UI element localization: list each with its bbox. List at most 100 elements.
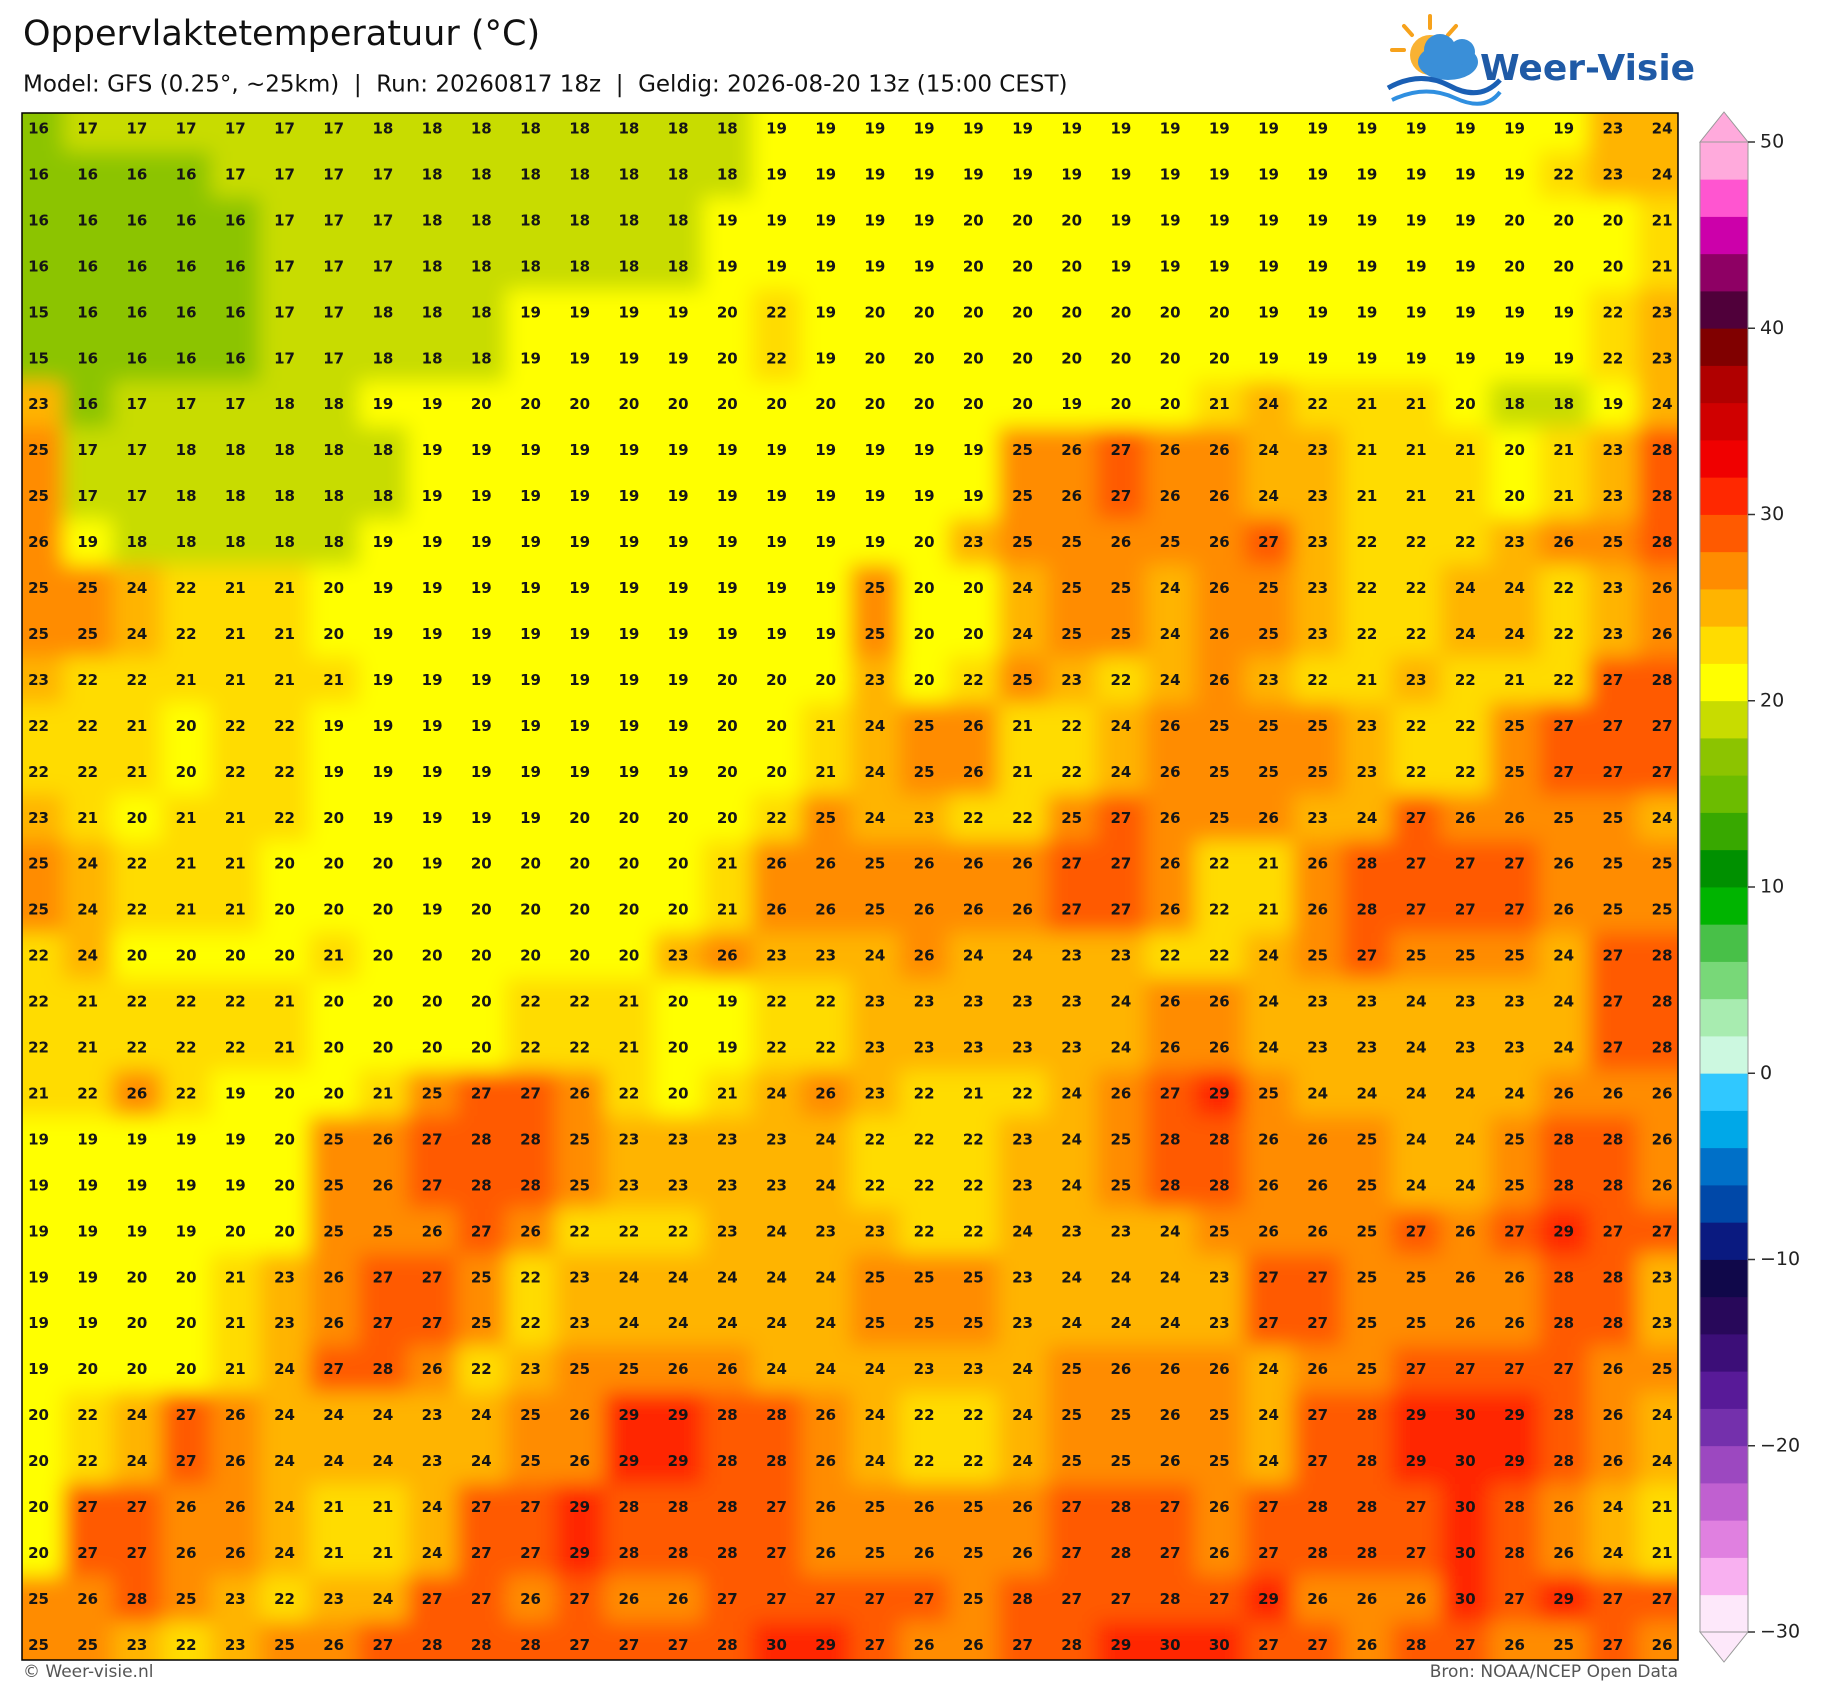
temperature-cell <box>850 794 900 842</box>
temperature-cell <box>309 1300 359 1347</box>
temperature-label: 16 <box>77 349 98 367</box>
temperature-cell <box>604 932 654 980</box>
temperature-cell <box>1588 1254 1638 1301</box>
temperature-label: 27 <box>1504 1360 1525 1378</box>
temperature-label: 26 <box>815 901 836 919</box>
temperature-label: 23 <box>569 1314 590 1332</box>
temperature-label: 20 <box>28 1406 49 1424</box>
temperature-label: 19 <box>668 763 689 781</box>
temperature-cell <box>1637 1024 1678 1071</box>
temperature-cell <box>63 1300 113 1347</box>
temperature-label: 19 <box>569 763 590 781</box>
temperature-cell <box>112 702 162 750</box>
temperature-label: 19 <box>323 763 344 781</box>
temperature-cell <box>1096 1070 1146 1117</box>
temperature-cell <box>505 197 556 244</box>
temperature-label: 28 <box>1110 1498 1131 1516</box>
temperature-cell <box>850 1392 900 1439</box>
temperature-cell <box>1293 1070 1343 1117</box>
temperature-cell <box>1489 1300 1540 1347</box>
temperature-label: 19 <box>1406 211 1427 229</box>
temperature-label: 28 <box>1553 1130 1574 1148</box>
temperature-cell <box>1588 1070 1638 1117</box>
temperature-label: 27 <box>1455 1360 1476 1378</box>
temperature-cell <box>1243 1254 1294 1301</box>
temperature-cell <box>1145 1208 1196 1255</box>
temperature-cell <box>604 886 654 934</box>
temperature-label: 19 <box>520 625 541 643</box>
temperature-cell <box>604 702 654 750</box>
temperature-cell <box>407 1392 458 1439</box>
footer-right: Bron: NOAA/NCEP Open Data <box>1430 1662 1678 1681</box>
temperature-label: 26 <box>1258 809 1279 827</box>
temperature-cell <box>259 1208 310 1255</box>
temperature-label: 19 <box>766 533 787 551</box>
temperature-cell <box>456 656 507 704</box>
temperature-cell <box>997 1300 1048 1347</box>
temperature-cell <box>997 427 1048 474</box>
temperature-cell <box>1588 656 1638 704</box>
temperature-cell <box>702 1116 753 1163</box>
temperature-label: 19 <box>914 165 935 183</box>
temperature-label: 26 <box>914 1498 935 1516</box>
temperature-label: 24 <box>963 947 984 965</box>
temperature-label: 30 <box>1455 1590 1476 1608</box>
temperature-label: 19 <box>1356 303 1377 321</box>
temperature-cell <box>63 113 113 152</box>
temperature-label: 27 <box>1455 1636 1476 1654</box>
temperature-label: 25 <box>1209 1222 1230 1240</box>
temperature-cell <box>555 702 605 750</box>
temperature-cell <box>112 1070 162 1117</box>
temperature-label: 23 <box>274 1268 295 1286</box>
temperature-cell <box>1145 610 1196 658</box>
temperature-cell <box>161 565 212 612</box>
temperature-label: 26 <box>1504 1314 1525 1332</box>
temperature-cell <box>604 1300 654 1347</box>
temperature-label: 20 <box>274 1176 295 1194</box>
temperature-label: 23 <box>1061 993 1082 1011</box>
temperature-label: 20 <box>864 349 885 367</box>
temperature-cell <box>112 519 162 566</box>
temperature-cell <box>801 702 851 750</box>
temperature-label: 19 <box>618 533 639 551</box>
temperature-cell <box>604 1208 654 1255</box>
temperature-label: 19 <box>77 1176 98 1194</box>
temperature-label: 16 <box>176 165 197 183</box>
temperature-cell <box>259 473 310 520</box>
temperature-label: 20 <box>668 855 689 873</box>
temperature-cell <box>161 1162 212 1209</box>
temperature-cell <box>604 610 654 658</box>
temperature-cell <box>997 1254 1048 1301</box>
temperature-label: 19 <box>668 671 689 689</box>
temperature-cell <box>505 978 556 1026</box>
temperature-label: 27 <box>815 1590 836 1608</box>
temperature-label: 28 <box>618 1544 639 1562</box>
temperature-cell <box>1489 1254 1540 1301</box>
temperature-label: 20 <box>1602 211 1623 229</box>
temperature-cell <box>850 610 900 658</box>
temperature-label: 19 <box>1356 211 1377 229</box>
temperature-cell <box>653 1254 704 1301</box>
temperature-label: 26 <box>1553 1084 1574 1102</box>
temperature-cell <box>751 978 802 1026</box>
temperature-label: 21 <box>176 901 197 919</box>
temperature-label: 19 <box>569 625 590 643</box>
temperature-label: 19 <box>618 441 639 459</box>
temperature-label: 25 <box>1110 1176 1131 1194</box>
temperature-label: 22 <box>914 1130 935 1148</box>
colorbar-band <box>1700 924 1748 962</box>
temperature-label: 23 <box>668 947 689 965</box>
temperature-label: 19 <box>668 349 689 367</box>
temperature-cell <box>653 565 704 612</box>
temperature-label: 26 <box>1553 901 1574 919</box>
temperature-label: 27 <box>1602 717 1623 735</box>
temperature-cell <box>948 932 999 980</box>
temperature-label: 25 <box>1209 809 1230 827</box>
temperature-cell <box>1588 978 1638 1026</box>
temperature-cell <box>1489 473 1540 520</box>
temperature-label: 19 <box>618 763 639 781</box>
temperature-cell <box>456 473 507 520</box>
temperature-label: 18 <box>372 349 393 367</box>
colorbar-tick-label: 40 <box>1760 317 1784 339</box>
colorbar-band <box>1700 626 1748 664</box>
